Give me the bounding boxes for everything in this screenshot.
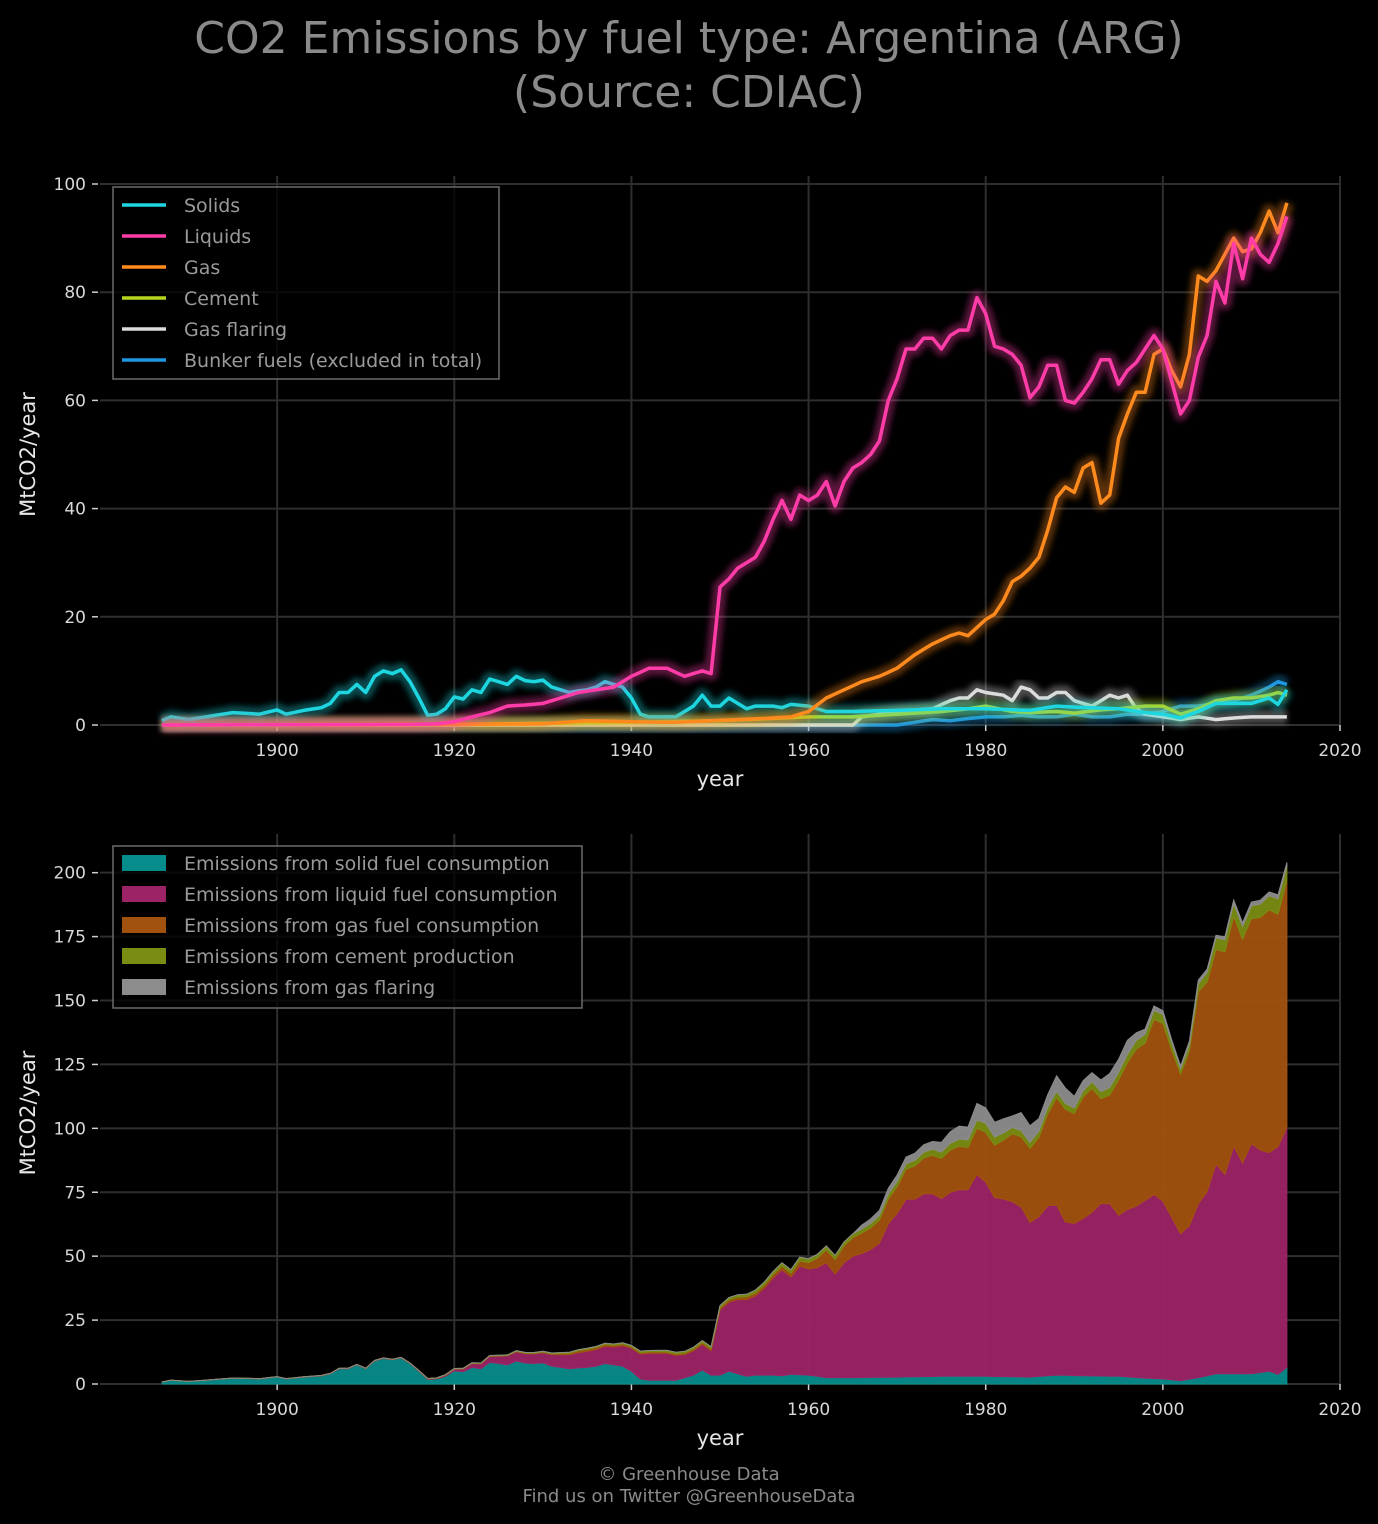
top-legend-label-gas-flaring: Gas flaring — [184, 319, 287, 341]
top-legend-label-solids: Solids — [184, 195, 240, 217]
top-series-lines — [159, 200, 1294, 732]
bottom-x-tick-label: 1920 — [433, 1400, 476, 1420]
bottom-x-axis-label: year — [697, 1426, 744, 1450]
bottom-legend-swatch-emissions-from-gas-fuel-consumption — [122, 917, 166, 933]
footer: © Greenhouse Data Find us on Twitter @Gr… — [0, 1464, 1378, 1508]
top-y-axis-label: MtCO2/year — [16, 392, 40, 517]
bottom-y-tick-label: 50 — [64, 1247, 86, 1267]
chart-title-line1: CO2 Emissions by fuel type: Argentina (A… — [194, 13, 1184, 64]
top-y-tick-label: 80 — [64, 283, 86, 303]
top-y-tick-label: 20 — [64, 608, 86, 628]
top-legend: Solids Liquids Gas Cement Gas flaring Bunker … — [112, 186, 500, 380]
bottom-y-axis-label: MtCO2/year — [16, 1050, 40, 1175]
bottom-y-tick-label: 100 — [54, 1119, 86, 1139]
bottom-legend-swatch-emissions-from-cement-production — [122, 948, 166, 964]
top-y-tick-label: 60 — [64, 391, 86, 411]
bottom-legend-swatch-emissions-from-liquid-fuel-consumption — [122, 886, 166, 902]
top-x-tick-label: 1960 — [787, 741, 830, 761]
footer-copyright: © Greenhouse Data — [598, 1464, 780, 1485]
top-x-tick-label: 1920 — [433, 741, 476, 761]
bottom-y-tick-label: 75 — [64, 1183, 86, 1203]
top-legend-label-liquids: Liquids — [184, 226, 251, 248]
bottom-legend-swatch-emissions-from-gas-flaring — [122, 979, 166, 995]
bottom-x-tick-label: 2000 — [1141, 1400, 1184, 1420]
bottom-legend-label-emissions-from-solid-fuel-consumption: Emissions from solid fuel consumption — [184, 853, 550, 875]
bottom-y-tick-label: 125 — [54, 1055, 86, 1075]
bottom-y-tick-label: 0 — [75, 1375, 86, 1395]
series-line-solids — [161, 668, 1289, 723]
top-legend-label-bunker-fuels-excluded-in-total: Bunker fuels (excluded in total) — [184, 350, 482, 372]
top-x-tick-label: 1980 — [964, 741, 1007, 761]
top-x-tick-label: 2020 — [1318, 741, 1361, 761]
top-legend-label-gas: Gas — [184, 257, 220, 279]
bottom-x-tick-label: 2020 — [1318, 1400, 1361, 1420]
series-line-liquids — [162, 215, 1289, 727]
stacked-area-chart-panel: 1900 1920 1940 1960 1980 2000 2020 0 25 50 75 100 12… — [16, 834, 1362, 1450]
top-y-tick-label: 40 — [64, 500, 86, 520]
top-x-tick-label: 1900 — [256, 741, 299, 761]
top-x-axis-label: year — [697, 767, 744, 791]
bottom-legend-swatch-emissions-from-solid-fuel-consumption — [122, 855, 166, 871]
bottom-y-tick-label: 25 — [64, 1311, 86, 1331]
top-legend-frame — [112, 186, 500, 380]
top-legend-label-cement: Cement — [184, 288, 259, 310]
chart-title: CO2 Emissions by fuel type: Argentina (A… — [0, 12, 1378, 120]
bottom-legend-label-emissions-from-liquid-fuel-consumption: Emissions from liquid fuel consumption — [184, 884, 558, 906]
area-emissions-from-gas-flaring — [161, 862, 1288, 1383]
bottom-x-tick-label: 1940 — [610, 1400, 653, 1420]
top-y-tick-label: 0 — [75, 716, 86, 736]
bottom-stacked-areas — [161, 862, 1288, 1385]
bottom-y-tick-label: 150 — [54, 992, 86, 1012]
top-x-tick-label: 2000 — [1141, 741, 1184, 761]
bottom-legend-label-emissions-from-gas-flaring: Emissions from gas flaring — [184, 977, 435, 999]
bottom-y-tick-label: 175 — [54, 928, 86, 948]
bottom-legend-label-emissions-from-cement-production: Emissions from cement production — [184, 946, 515, 968]
line-chart-panel: 1900 1920 1940 1960 1980 2000 2020 0 20 40 60 80 100… — [16, 175, 1362, 791]
top-y-tick-label: 100 — [54, 175, 86, 195]
bottom-legend: Emissions from solid fuel consumption Emi… — [112, 845, 583, 1009]
bottom-x-tick-label: 1960 — [787, 1400, 830, 1420]
top-x-tick-label: 1940 — [610, 741, 653, 761]
bottom-y-tick-label: 200 — [54, 864, 86, 884]
bottom-legend-label-emissions-from-gas-fuel-consumption: Emissions from gas fuel consumption — [184, 915, 539, 937]
footer-twitter: Find us on Twitter @GreenhouseData — [522, 1486, 856, 1507]
bottom-legend-frame — [112, 845, 583, 1009]
bottom-x-tick-label: 1980 — [964, 1400, 1007, 1420]
chart-title-line2: (Source: CDIAC) — [513, 67, 865, 118]
bottom-x-tick-label: 1900 — [256, 1400, 299, 1420]
